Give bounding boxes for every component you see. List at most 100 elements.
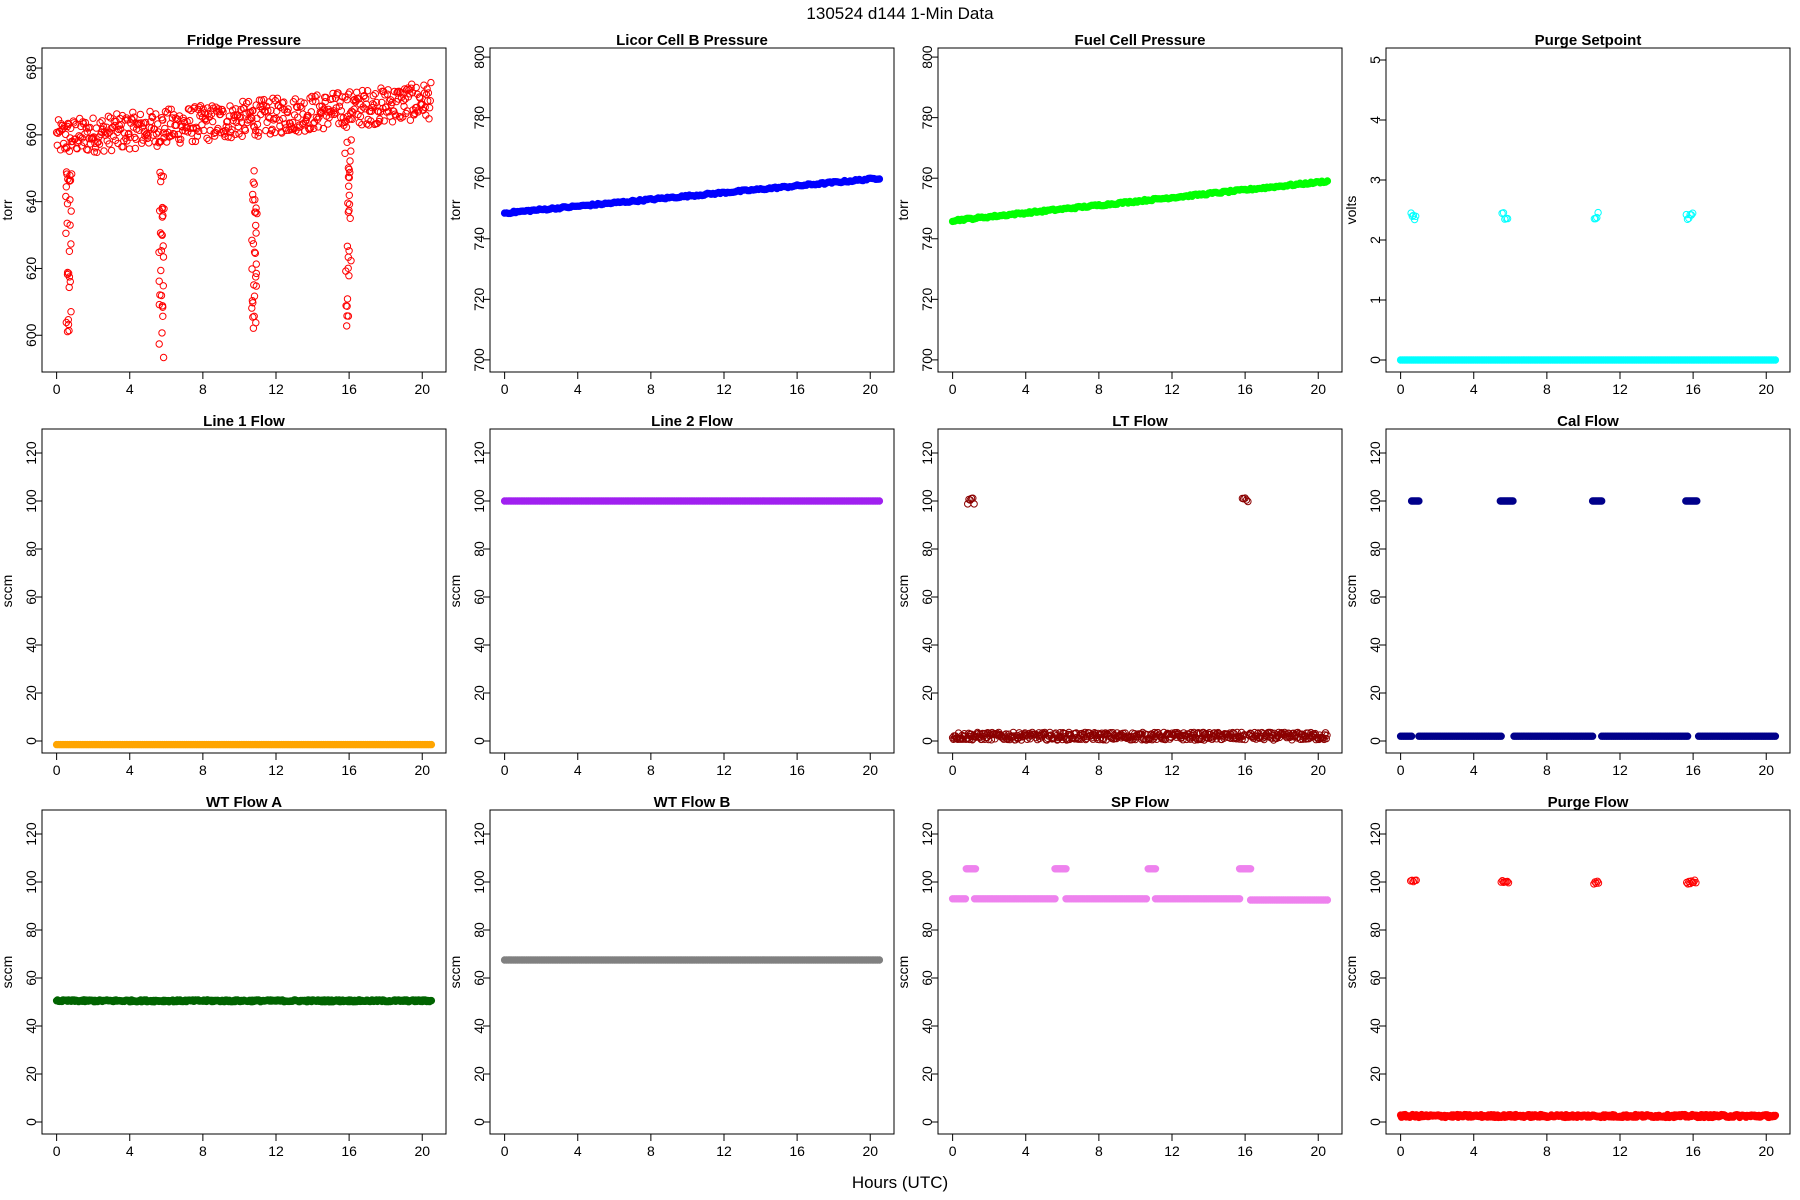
y-tick-label: 80 <box>23 922 39 938</box>
y-tick-label: 120 <box>919 822 935 846</box>
y-tick-label: 760 <box>919 166 935 190</box>
panel: Line 1 Flow sccm 0 4 8 12 16 20 0 20 40 60 80 100 120 <box>0 413 447 778</box>
data-point <box>64 320 73 329</box>
y-axis-label: sccm <box>895 956 911 989</box>
data-point <box>421 103 429 112</box>
data-point <box>278 99 287 107</box>
data-point <box>1683 732 1692 740</box>
data-point <box>152 110 160 118</box>
x-tick-label: 0 <box>1397 762 1405 778</box>
data-point <box>203 134 211 143</box>
data-point <box>158 302 167 310</box>
y-tick-label: 700 <box>471 348 487 372</box>
x-tick-label: 8 <box>199 762 207 778</box>
data-point <box>347 136 355 144</box>
data-point <box>334 89 342 97</box>
y-tick-label: 0 <box>471 1118 487 1126</box>
data-point <box>234 111 242 120</box>
y-tick-label: 120 <box>919 441 935 465</box>
data-point <box>132 135 140 143</box>
data-point <box>157 266 165 275</box>
data-point <box>137 119 145 127</box>
data-point <box>276 103 285 112</box>
data-point <box>95 140 104 148</box>
data-point <box>344 173 353 181</box>
data-point <box>266 130 274 138</box>
data-point <box>307 108 315 116</box>
x-tick-label: 4 <box>1022 1143 1030 1159</box>
y-tick-label: 100 <box>471 870 487 894</box>
data-point <box>335 102 344 111</box>
x-tick-label: 16 <box>789 381 805 397</box>
y-tick-label: 780 <box>919 106 935 130</box>
data-point <box>249 196 257 204</box>
data-point <box>251 208 259 216</box>
plot-frame <box>1385 428 1791 754</box>
data-point <box>53 141 61 150</box>
data-point <box>136 110 145 119</box>
data-point <box>1503 214 1512 223</box>
data-point <box>311 93 319 101</box>
y-tick-label: 0 <box>1367 737 1383 745</box>
data-point <box>99 122 108 130</box>
data-point <box>163 109 172 117</box>
x-tick-label: 8 <box>1095 1143 1103 1159</box>
x-tick-label: 8 <box>199 381 207 397</box>
data-point <box>1003 735 1011 743</box>
data-point <box>249 106 257 115</box>
data-point <box>269 94 277 103</box>
data-point <box>252 273 260 281</box>
data-points <box>500 174 884 218</box>
data-point <box>385 108 393 116</box>
x-tick-label: 12 <box>1164 1143 1180 1159</box>
data-point <box>344 199 352 207</box>
data-point <box>246 115 254 124</box>
data-point <box>1689 209 1697 217</box>
data-point <box>211 128 220 137</box>
x-tick-label: 20 <box>1758 762 1774 778</box>
data-point <box>376 115 384 123</box>
x-tick-label: 8 <box>1095 381 1103 397</box>
data-point <box>370 101 378 109</box>
panel-title: SP Flow <box>1111 794 1169 811</box>
data-point <box>345 191 353 200</box>
data-point <box>77 122 85 131</box>
data-point <box>84 146 92 154</box>
data-point <box>219 108 227 116</box>
data-point <box>279 114 287 123</box>
data-point <box>345 173 353 182</box>
y-tick-label: 680 <box>23 56 39 80</box>
y-tick-label: 5 <box>1367 56 1383 64</box>
data-point <box>159 116 167 124</box>
data-point <box>1294 728 1302 737</box>
data-point <box>420 89 429 97</box>
x-tick-label: 20 <box>414 381 430 397</box>
panel: Cal Flow sccm 0 4 8 12 16 20 0 20 40 60 80 100 120 <box>1343 413 1791 778</box>
data-point <box>186 116 194 125</box>
data-point <box>347 147 355 155</box>
data-point <box>328 95 337 103</box>
data-point <box>104 112 113 121</box>
data-point <box>350 105 358 113</box>
data-point <box>324 120 332 128</box>
data-point <box>425 104 434 112</box>
data-point <box>158 230 166 239</box>
data-point <box>1323 896 1332 904</box>
data-point <box>249 313 257 321</box>
data-point <box>1322 734 1331 743</box>
data-point <box>252 221 260 230</box>
data-point <box>345 247 353 255</box>
data-point <box>349 96 358 105</box>
data-point <box>231 130 239 139</box>
x-tick-label: 0 <box>949 762 957 778</box>
panel-title: Line 2 Flow <box>651 413 733 430</box>
data-point <box>197 109 205 117</box>
data-point <box>292 102 301 111</box>
data-point <box>363 87 372 95</box>
data-point <box>164 105 173 113</box>
data-point <box>243 99 251 108</box>
y-tick-label: 780 <box>471 106 487 130</box>
y-tick-label: 20 <box>1367 1066 1383 1082</box>
data-point <box>65 247 74 256</box>
data-point <box>248 114 256 123</box>
